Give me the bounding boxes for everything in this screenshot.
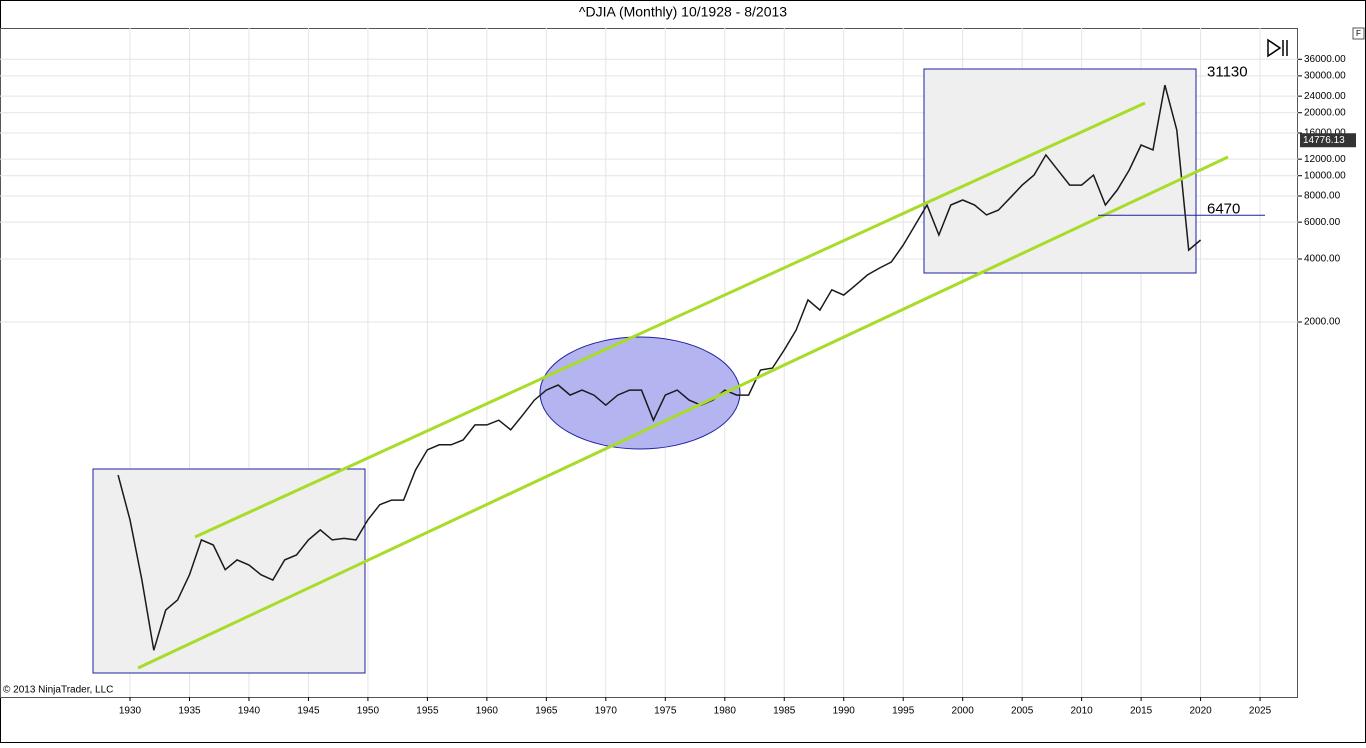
x-tick-label: 1950 — [357, 706, 380, 717]
y-tick-label: 10000.00 — [1304, 170, 1346, 181]
y-tick-label: 16000.00 — [1304, 128, 1346, 139]
channel-line — [194, 101, 1146, 539]
x-tick-label: 2005 — [1011, 706, 1034, 717]
x-tick-label: 1975 — [654, 706, 677, 717]
x-tick-label: 1935 — [178, 706, 201, 717]
x-tick-label: 1980 — [714, 706, 737, 717]
x-tick-label: 1990 — [833, 706, 856, 717]
x-tick-label: 1955 — [416, 706, 439, 717]
x-tick-label: 1965 — [535, 706, 558, 717]
channel-line — [137, 155, 1229, 670]
y-tick-label: 20000.00 — [1304, 107, 1346, 118]
x-tick-label: 1945 — [297, 706, 320, 717]
x-tick-label: 1930 — [119, 706, 142, 717]
x-tick-label: 1940 — [238, 706, 261, 717]
x-tick-label: 1995 — [892, 706, 915, 717]
level-label: 31130 — [1207, 63, 1248, 80]
y-tick-label: 12000.00 — [1304, 154, 1346, 165]
box-drawing — [923, 68, 1197, 274]
x-tick-label: 1985 — [773, 706, 796, 717]
price-marker — [1300, 133, 1356, 148]
y-tick-label: 6000.00 — [1304, 217, 1341, 228]
price-line — [117, 84, 1202, 651]
x-tick-label: 2010 — [1071, 706, 1094, 717]
box-drawing — [92, 468, 366, 674]
price-marker-label: 14776.13 — [1303, 135, 1345, 146]
level-label: 6470 — [1207, 200, 1240, 217]
y-tick-label: 30000.00 — [1304, 71, 1346, 82]
y-tick-label: 8000.00 — [1304, 191, 1341, 202]
y-tick-label: 36000.00 — [1304, 54, 1346, 65]
ellipse-drawing — [539, 336, 741, 450]
x-tick-label: 1960 — [476, 706, 499, 717]
y-tick-label: 4000.00 — [1304, 254, 1341, 265]
x-tick-label: 1970 — [595, 706, 618, 717]
y-tick-label: 2000.00 — [1304, 317, 1341, 328]
button-label[interactable]: F — [1356, 29, 1361, 38]
copyright: © 2013 NinjaTrader, LLC — [3, 685, 113, 696]
button[interactable] — [1352, 27, 1365, 40]
x-tick-label: 2000 — [952, 706, 975, 717]
y-tick-label: 24000.00 — [1304, 91, 1346, 102]
play-icon[interactable] — [1267, 38, 1288, 58]
series — [117, 84, 1202, 651]
x-tick-label: 2025 — [1249, 706, 1272, 717]
chart-title: ^DJIA (Monthly) 10/1928 - 8/2013 — [579, 4, 787, 20]
x-tick-label: 2015 — [1130, 706, 1153, 717]
x-tick-label: 2020 — [1189, 706, 1212, 717]
